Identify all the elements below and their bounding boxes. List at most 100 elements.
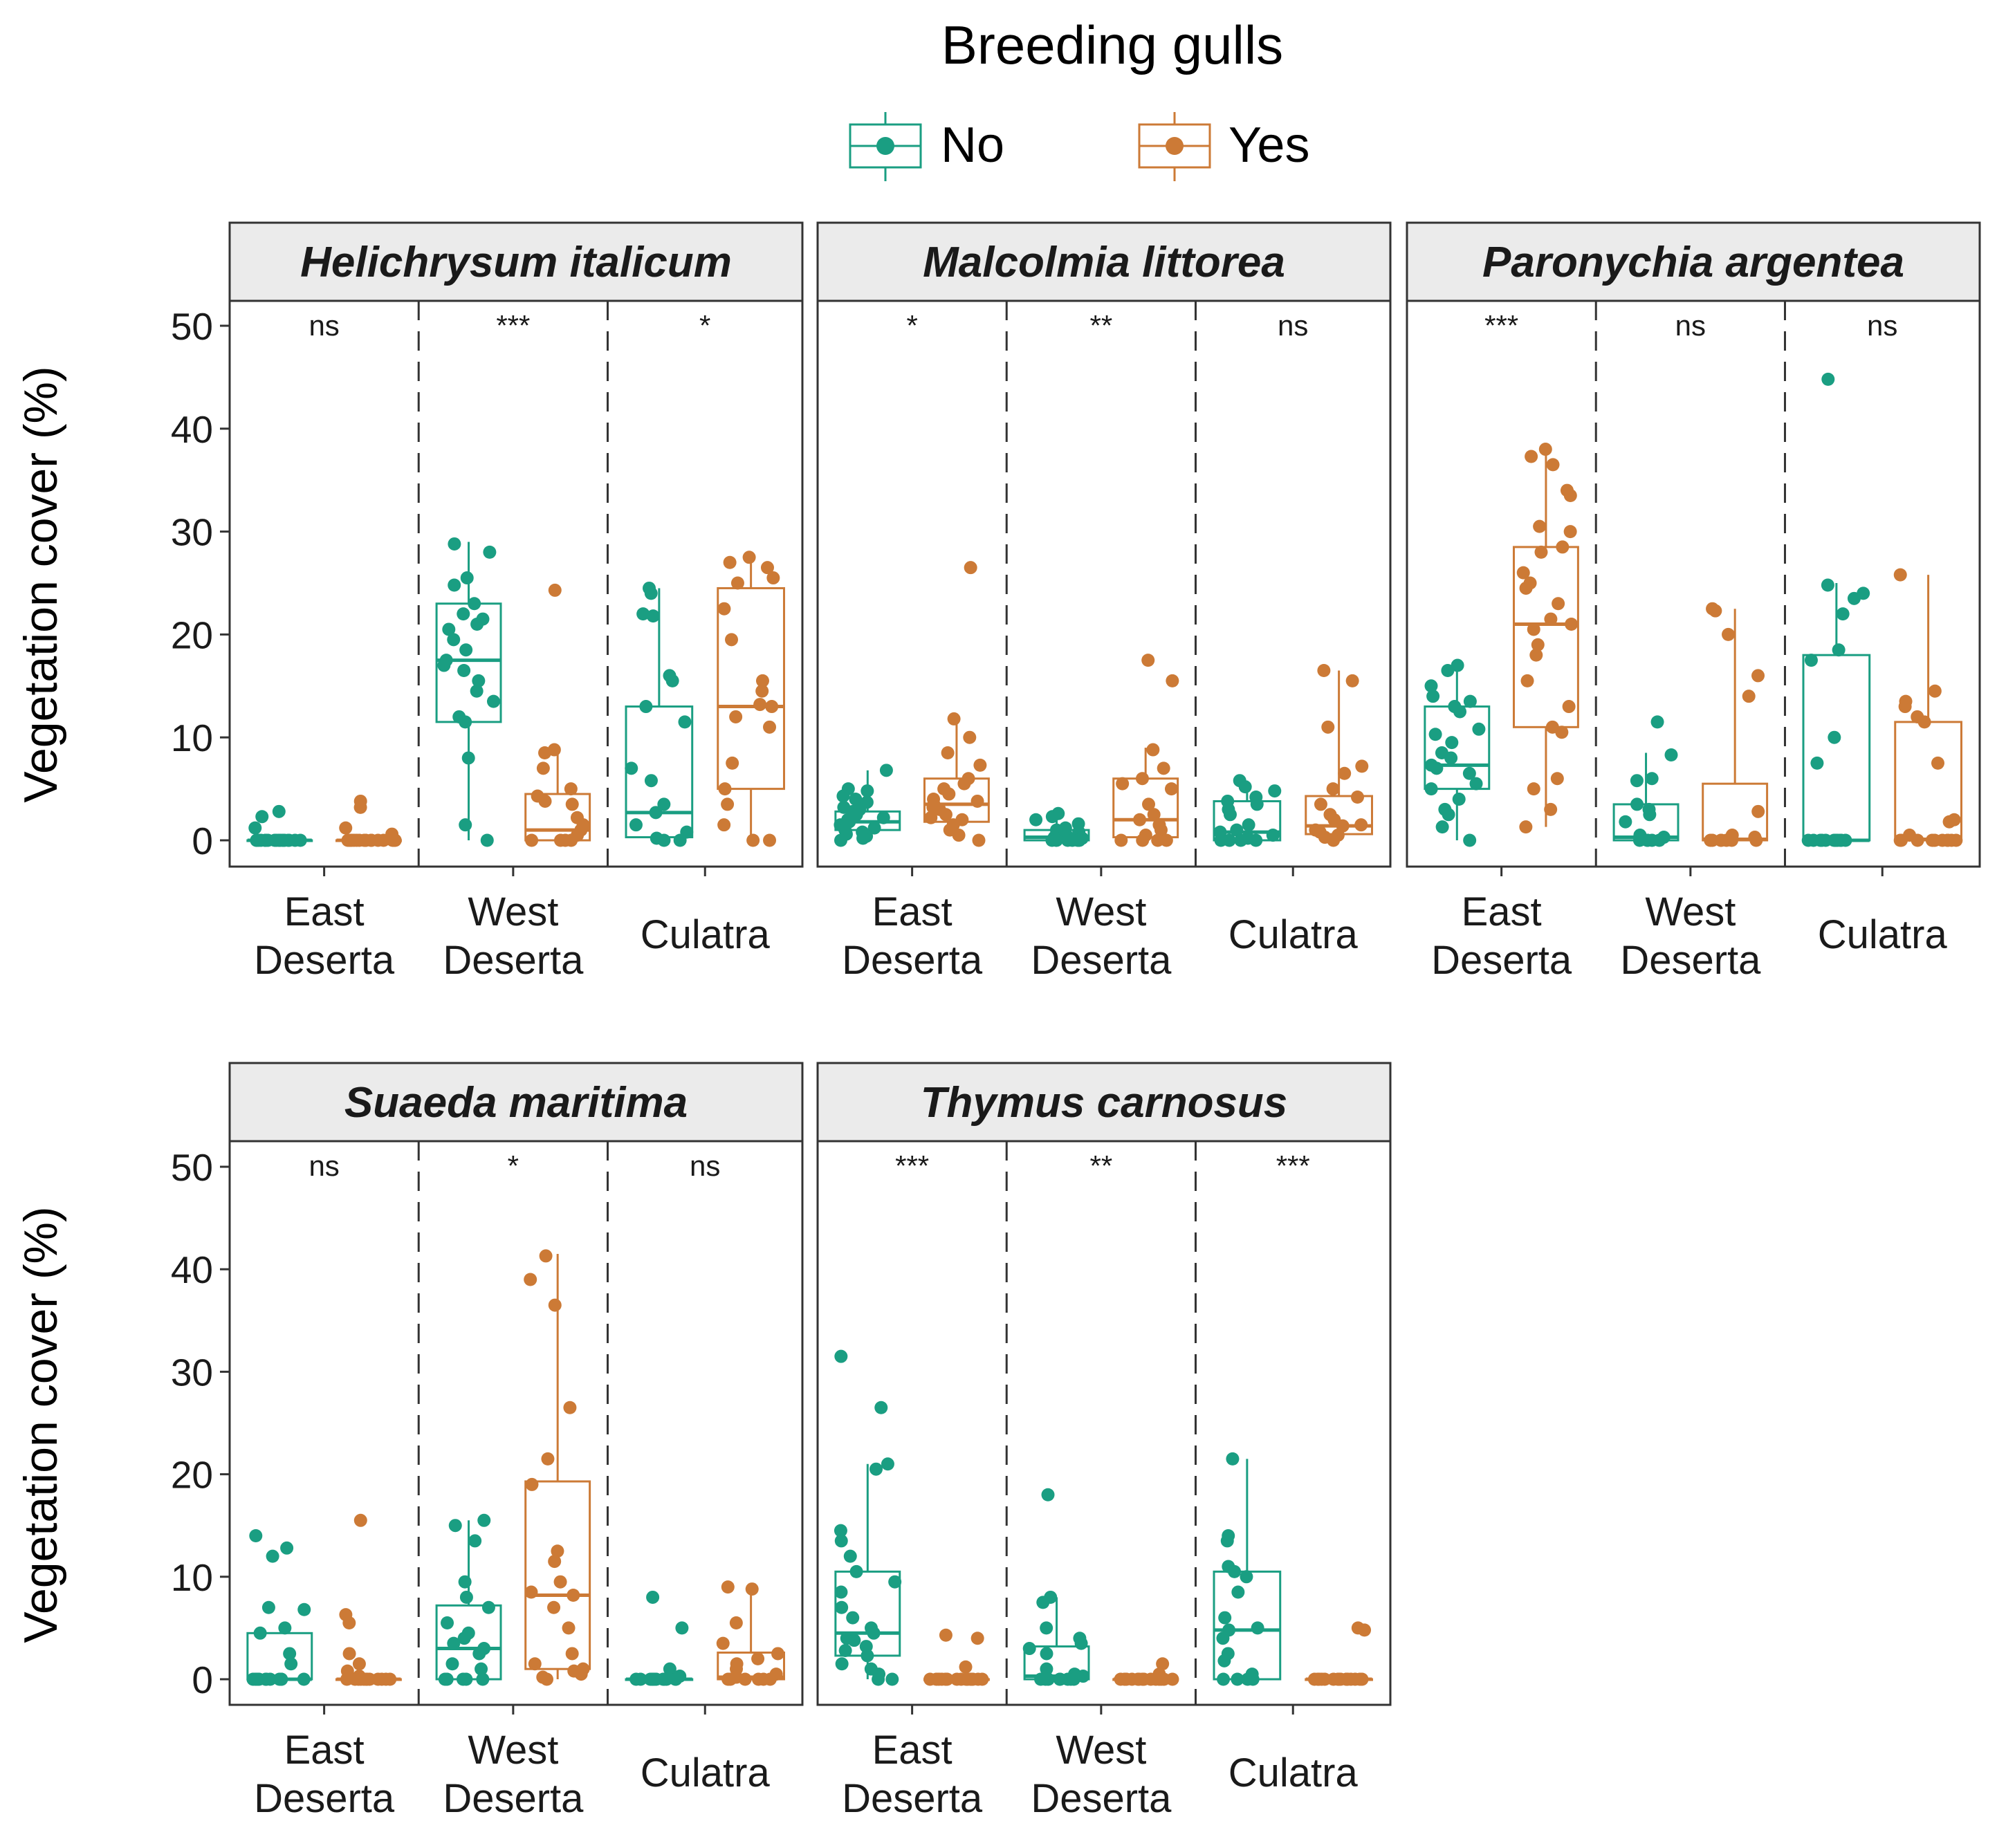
data-point bbox=[1556, 540, 1570, 554]
data-point bbox=[1040, 1621, 1053, 1635]
data-point bbox=[1445, 736, 1459, 750]
data-point bbox=[460, 571, 474, 585]
box-suaeda-maritima-culatra-yes bbox=[716, 1580, 785, 1686]
plot-frame-malcolmia-littorea bbox=[816, 299, 1392, 868]
data-point bbox=[353, 833, 367, 847]
box-helichrysum-italicum-culatra-no bbox=[625, 581, 694, 847]
data-point bbox=[881, 1457, 894, 1471]
x-tick-label-west-deserta-line2: Deserta bbox=[1620, 938, 1761, 983]
data-point bbox=[457, 1632, 471, 1645]
data-point bbox=[724, 1672, 737, 1686]
significance-label-culatra: ns bbox=[1867, 309, 1897, 342]
x-tick-label-west-deserta-line1: West bbox=[468, 889, 558, 934]
data-point bbox=[1751, 669, 1765, 683]
data-point bbox=[645, 1672, 659, 1686]
data-point bbox=[1898, 700, 1912, 714]
panel-paronychia-argentea: Paronychia argentea***EastDesertansWestD… bbox=[1406, 221, 1981, 983]
data-point bbox=[343, 833, 357, 847]
data-point bbox=[730, 576, 744, 590]
plot-frame-thymus-carnosus bbox=[816, 1140, 1392, 1706]
box-iqr bbox=[524, 1480, 591, 1670]
data-point bbox=[442, 622, 456, 636]
data-point bbox=[834, 1534, 848, 1548]
data-point bbox=[1942, 815, 1956, 829]
legend-title: Breeding gulls bbox=[941, 15, 1283, 75]
data-point bbox=[644, 774, 658, 788]
box-suaeda-maritima-east-deserta-no bbox=[246, 1529, 313, 1686]
data-point bbox=[760, 561, 774, 575]
data-point bbox=[644, 586, 658, 600]
data-point bbox=[1317, 663, 1331, 677]
data-point bbox=[375, 1672, 389, 1686]
data-point bbox=[751, 1672, 765, 1686]
data-point bbox=[459, 643, 473, 657]
data-point bbox=[348, 1672, 362, 1686]
data-point bbox=[551, 1544, 564, 1558]
data-point bbox=[838, 1644, 852, 1658]
data-point bbox=[729, 710, 743, 723]
data-point bbox=[1664, 748, 1678, 761]
y-tick-label: 10 bbox=[171, 717, 213, 759]
data-point bbox=[834, 1349, 848, 1363]
data-point bbox=[765, 700, 779, 714]
data-point bbox=[342, 1647, 356, 1661]
data-point bbox=[876, 811, 890, 824]
data-point bbox=[834, 833, 847, 847]
data-point bbox=[1520, 674, 1534, 687]
data-point bbox=[874, 1401, 888, 1414]
data-point bbox=[973, 758, 987, 772]
data-point bbox=[966, 1672, 979, 1686]
box-thymus-carnosus-culatra-yes bbox=[1305, 1621, 1373, 1686]
data-point bbox=[1931, 756, 1944, 770]
data-point bbox=[721, 1580, 735, 1594]
data-point bbox=[771, 1647, 785, 1661]
data-point bbox=[1630, 774, 1644, 788]
legend-key-no-dot bbox=[876, 137, 894, 155]
data-point bbox=[1619, 815, 1632, 829]
data-point bbox=[1424, 782, 1438, 796]
x-tick-label-east-deserta-line1: East bbox=[284, 1728, 365, 1773]
data-point bbox=[276, 833, 290, 847]
data-point bbox=[1067, 1672, 1080, 1686]
data-point bbox=[297, 1602, 311, 1616]
data-point bbox=[1749, 833, 1763, 847]
data-point bbox=[879, 764, 893, 777]
plot-frame-paronychia-argentea bbox=[1406, 299, 1981, 868]
strip-label-helichrysum-italicum: Helichrysum italicum bbox=[300, 239, 732, 286]
data-point bbox=[763, 720, 777, 734]
box-iqr bbox=[246, 1632, 313, 1681]
y-tick-label: 10 bbox=[171, 1556, 213, 1599]
data-point bbox=[1240, 1570, 1253, 1584]
data-point bbox=[1217, 1654, 1231, 1667]
data-point bbox=[459, 715, 472, 729]
plot-frame-suaeda-maritima bbox=[228, 1140, 804, 1706]
data-point bbox=[1538, 443, 1552, 456]
data-point bbox=[1238, 780, 1252, 794]
x-tick-label-east-deserta-line1: East bbox=[1462, 889, 1542, 934]
data-point bbox=[959, 1660, 973, 1674]
data-point bbox=[1533, 519, 1547, 533]
y-tick-label: 0 bbox=[192, 820, 213, 862]
data-point bbox=[861, 784, 874, 798]
box-helichrysum-italicum-culatra-yes bbox=[717, 551, 785, 847]
data-point bbox=[867, 1626, 881, 1640]
data-point bbox=[562, 1621, 576, 1635]
data-point bbox=[1053, 1672, 1067, 1686]
y-axis-title-row-1: Vegetation cover (%) bbox=[15, 366, 67, 802]
data-point bbox=[1847, 591, 1861, 605]
x-tick-label-east-deserta-line1: East bbox=[872, 1728, 953, 1773]
data-point bbox=[540, 1672, 553, 1686]
strip-suaeda-maritima bbox=[228, 1062, 804, 1143]
data-point bbox=[834, 1585, 848, 1599]
data-point bbox=[1040, 1662, 1053, 1676]
data-point bbox=[250, 1672, 264, 1686]
data-point bbox=[751, 1652, 765, 1665]
data-point bbox=[885, 1672, 899, 1686]
data-point bbox=[1550, 772, 1564, 786]
data-point bbox=[1338, 766, 1352, 780]
box-thymus-carnosus-west-deserta-no bbox=[1022, 1488, 1090, 1686]
legend-key-yes-dot bbox=[1166, 137, 1184, 155]
strip-label-malcolmia-littorea: Malcolmia littorea bbox=[923, 239, 1285, 286]
significance-label-east-deserta: ns bbox=[309, 1149, 339, 1182]
